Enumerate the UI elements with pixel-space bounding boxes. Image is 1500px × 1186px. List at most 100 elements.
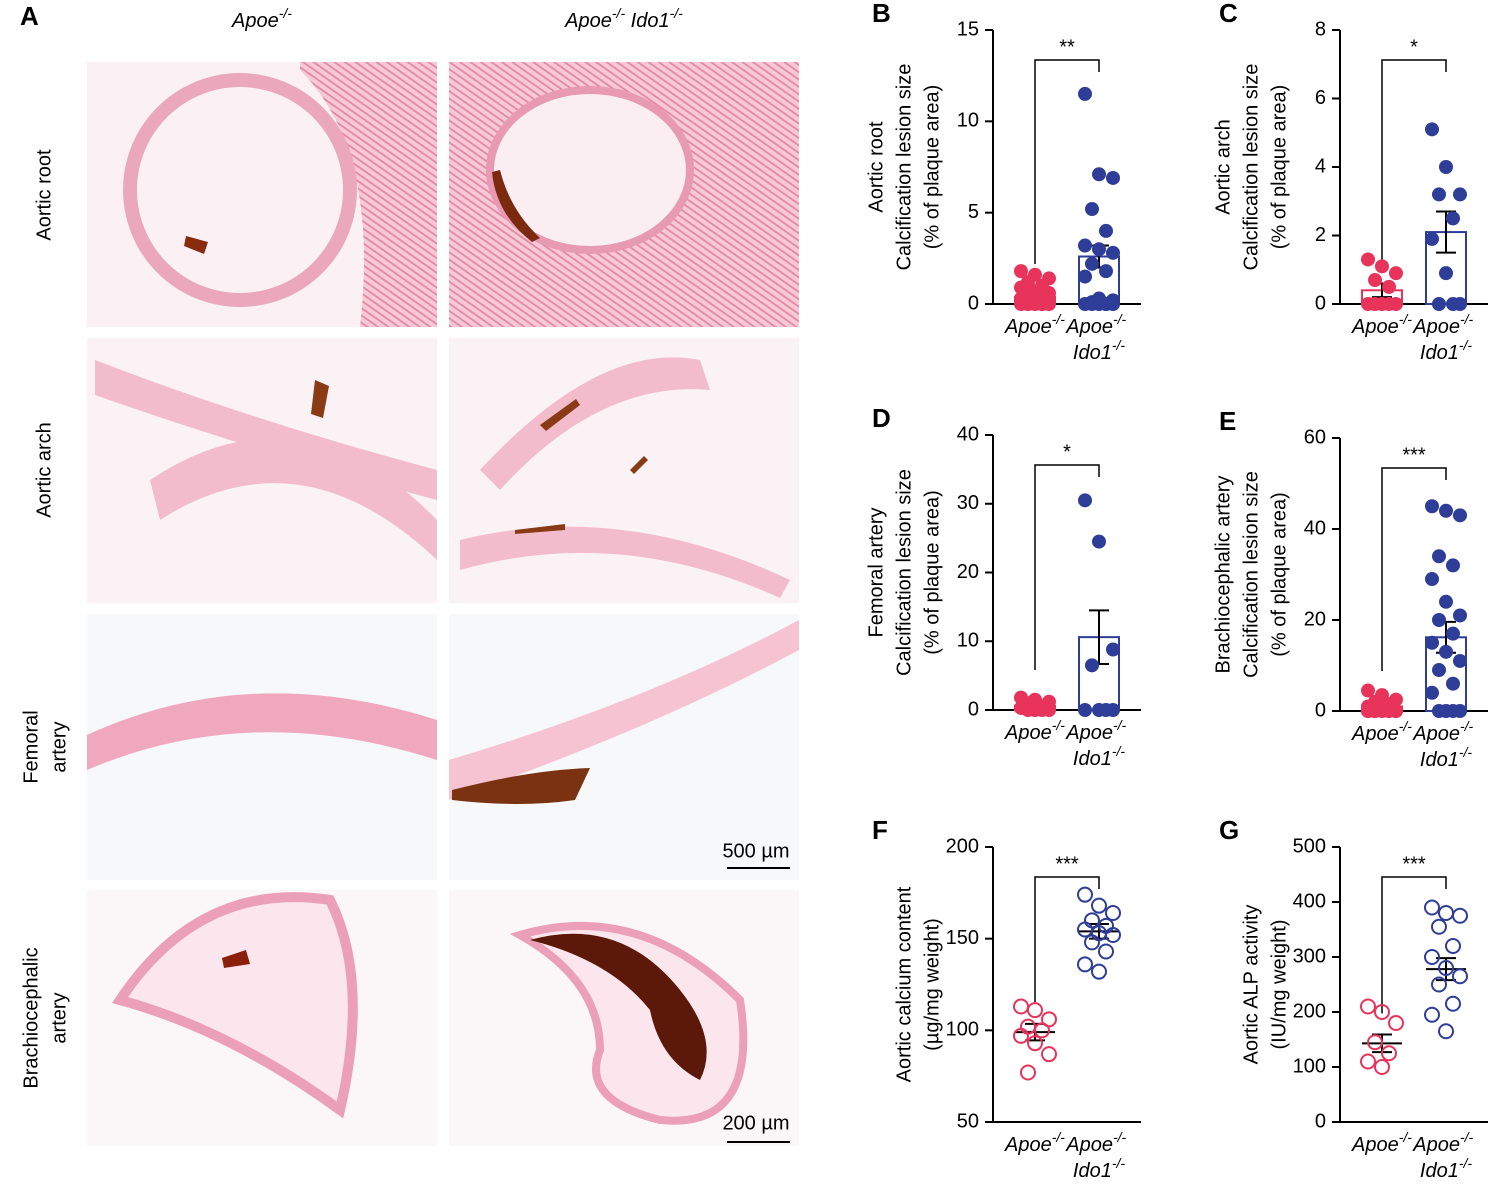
data-point [1374, 1059, 1390, 1075]
data-point [1013, 998, 1029, 1015]
data-point [1431, 976, 1447, 993]
data-point [1078, 269, 1092, 284]
y-axis-label: Calcification lesion size [1240, 64, 1262, 271]
y-axis-label: Brachiocephalic artery [1212, 476, 1234, 674]
y-tick-label: 40 [957, 423, 979, 445]
data-point [1432, 663, 1446, 678]
data-point [1106, 703, 1120, 717]
y-tick-label: 10 [957, 630, 979, 652]
significance-bracket [1034, 59, 1100, 264]
data-point [1424, 1006, 1440, 1023]
y-tick-label: 0 [1315, 292, 1326, 314]
y-axis-label: Aortic ALP activity [1240, 905, 1262, 1065]
data-point [1446, 297, 1460, 311]
y-tick-label: 10 [957, 110, 979, 132]
data-point [1438, 1023, 1454, 1040]
data-point [1077, 921, 1093, 938]
y-tick-label: 100 [1293, 1055, 1326, 1077]
data-point [1382, 279, 1396, 294]
significance-bracket [1034, 464, 1100, 670]
data-point [1446, 676, 1460, 691]
data-point [1453, 187, 1467, 202]
data-point [1360, 1053, 1376, 1070]
y-tick-label: 0 [968, 292, 979, 314]
y-axis-label: (% of plaque area) [921, 85, 943, 250]
y-axis-label: (% of plaque area) [921, 490, 943, 655]
data-point [1041, 1046, 1057, 1063]
panel-label: B [872, 0, 891, 28]
data-point [1092, 534, 1106, 549]
y-axis-label: Calcification lesion size [893, 64, 915, 271]
y-tick-label: 5 [968, 201, 979, 223]
data-point [1099, 297, 1113, 311]
data-point [1013, 1027, 1029, 1044]
y-tick-label: 6 [1315, 87, 1326, 109]
data-point [1453, 508, 1467, 523]
data-point [1432, 297, 1446, 311]
y-tick-label: 300 [1293, 945, 1326, 967]
data-point [1425, 685, 1439, 700]
data-point [1446, 626, 1460, 641]
data-point [1432, 549, 1446, 564]
data-point [1084, 912, 1100, 929]
x-tick-label: Apoe-/- [1351, 1129, 1412, 1157]
significance-bracket [1381, 467, 1447, 671]
y-tick-label: 500 [1293, 835, 1326, 857]
panel-label: C [1219, 0, 1238, 28]
x-tick-label: Apoe-/- Ido1-/- [1065, 311, 1132, 365]
y-axis-label: Femoral artery [865, 507, 887, 637]
data-point [1105, 927, 1121, 943]
data-point [1361, 704, 1375, 718]
data-point [1091, 897, 1107, 914]
row-label: Aortic root [33, 149, 55, 241]
data-point [1439, 644, 1453, 659]
data-point [1092, 167, 1106, 182]
y-tick-label: 0 [968, 698, 979, 720]
panel-label: E [1219, 406, 1236, 436]
data-point [1099, 223, 1113, 238]
data-point [1438, 960, 1454, 976]
data-point [1091, 963, 1107, 980]
data-point [1085, 658, 1099, 673]
data-point [1361, 683, 1375, 698]
y-axis-label: Aortic arch [1212, 119, 1234, 215]
data-point [1452, 968, 1468, 985]
panel-label: G [1219, 815, 1239, 845]
row-label: artery [48, 721, 70, 772]
significance-bracket [1381, 59, 1447, 261]
y-tick-label: 0 [1315, 699, 1326, 721]
data-point [1431, 918, 1447, 935]
data-point [1425, 122, 1439, 137]
row-label: Femoral [20, 710, 42, 783]
y-axis-label: (% of plaque area) [1268, 85, 1290, 250]
significance-label: *** [1055, 853, 1079, 875]
y-axis-label: (IU/mg weight) [1268, 919, 1290, 1049]
y-tick-label: 20 [1304, 608, 1326, 630]
y-tick-label: 2 [1315, 224, 1326, 246]
data-point [1382, 297, 1396, 311]
y-axis-label: (% of plaque area) [1268, 492, 1290, 657]
y-axis-label: Calcification lesion size [1240, 471, 1262, 678]
data-point [1452, 907, 1468, 924]
data-point [1375, 259, 1389, 274]
y-tick-label: 40 [1304, 517, 1326, 539]
x-tick-label: Apoe-/- [1351, 311, 1412, 339]
significance-label: ** [1059, 36, 1075, 58]
data-point [1438, 905, 1454, 921]
data-point [1439, 594, 1453, 609]
x-tick-label: Apoe-/- Ido1-/- [1412, 718, 1479, 772]
data-point [1368, 273, 1382, 288]
significance-label: *** [1402, 853, 1426, 875]
data-point [1078, 238, 1092, 253]
significance-label: * [1410, 36, 1418, 58]
row-label: artery [48, 992, 70, 1043]
y-tick-label: 30 [957, 492, 979, 514]
data-point [1432, 613, 1446, 627]
data-point [1389, 266, 1403, 281]
data-point [1374, 1004, 1390, 1020]
y-tick-label: 150 [946, 927, 979, 949]
row-label: Aortic arch [33, 422, 55, 518]
data-point [1425, 231, 1439, 246]
data-point [1105, 905, 1121, 921]
x-tick-label: Apoe-/- [1004, 1129, 1065, 1157]
